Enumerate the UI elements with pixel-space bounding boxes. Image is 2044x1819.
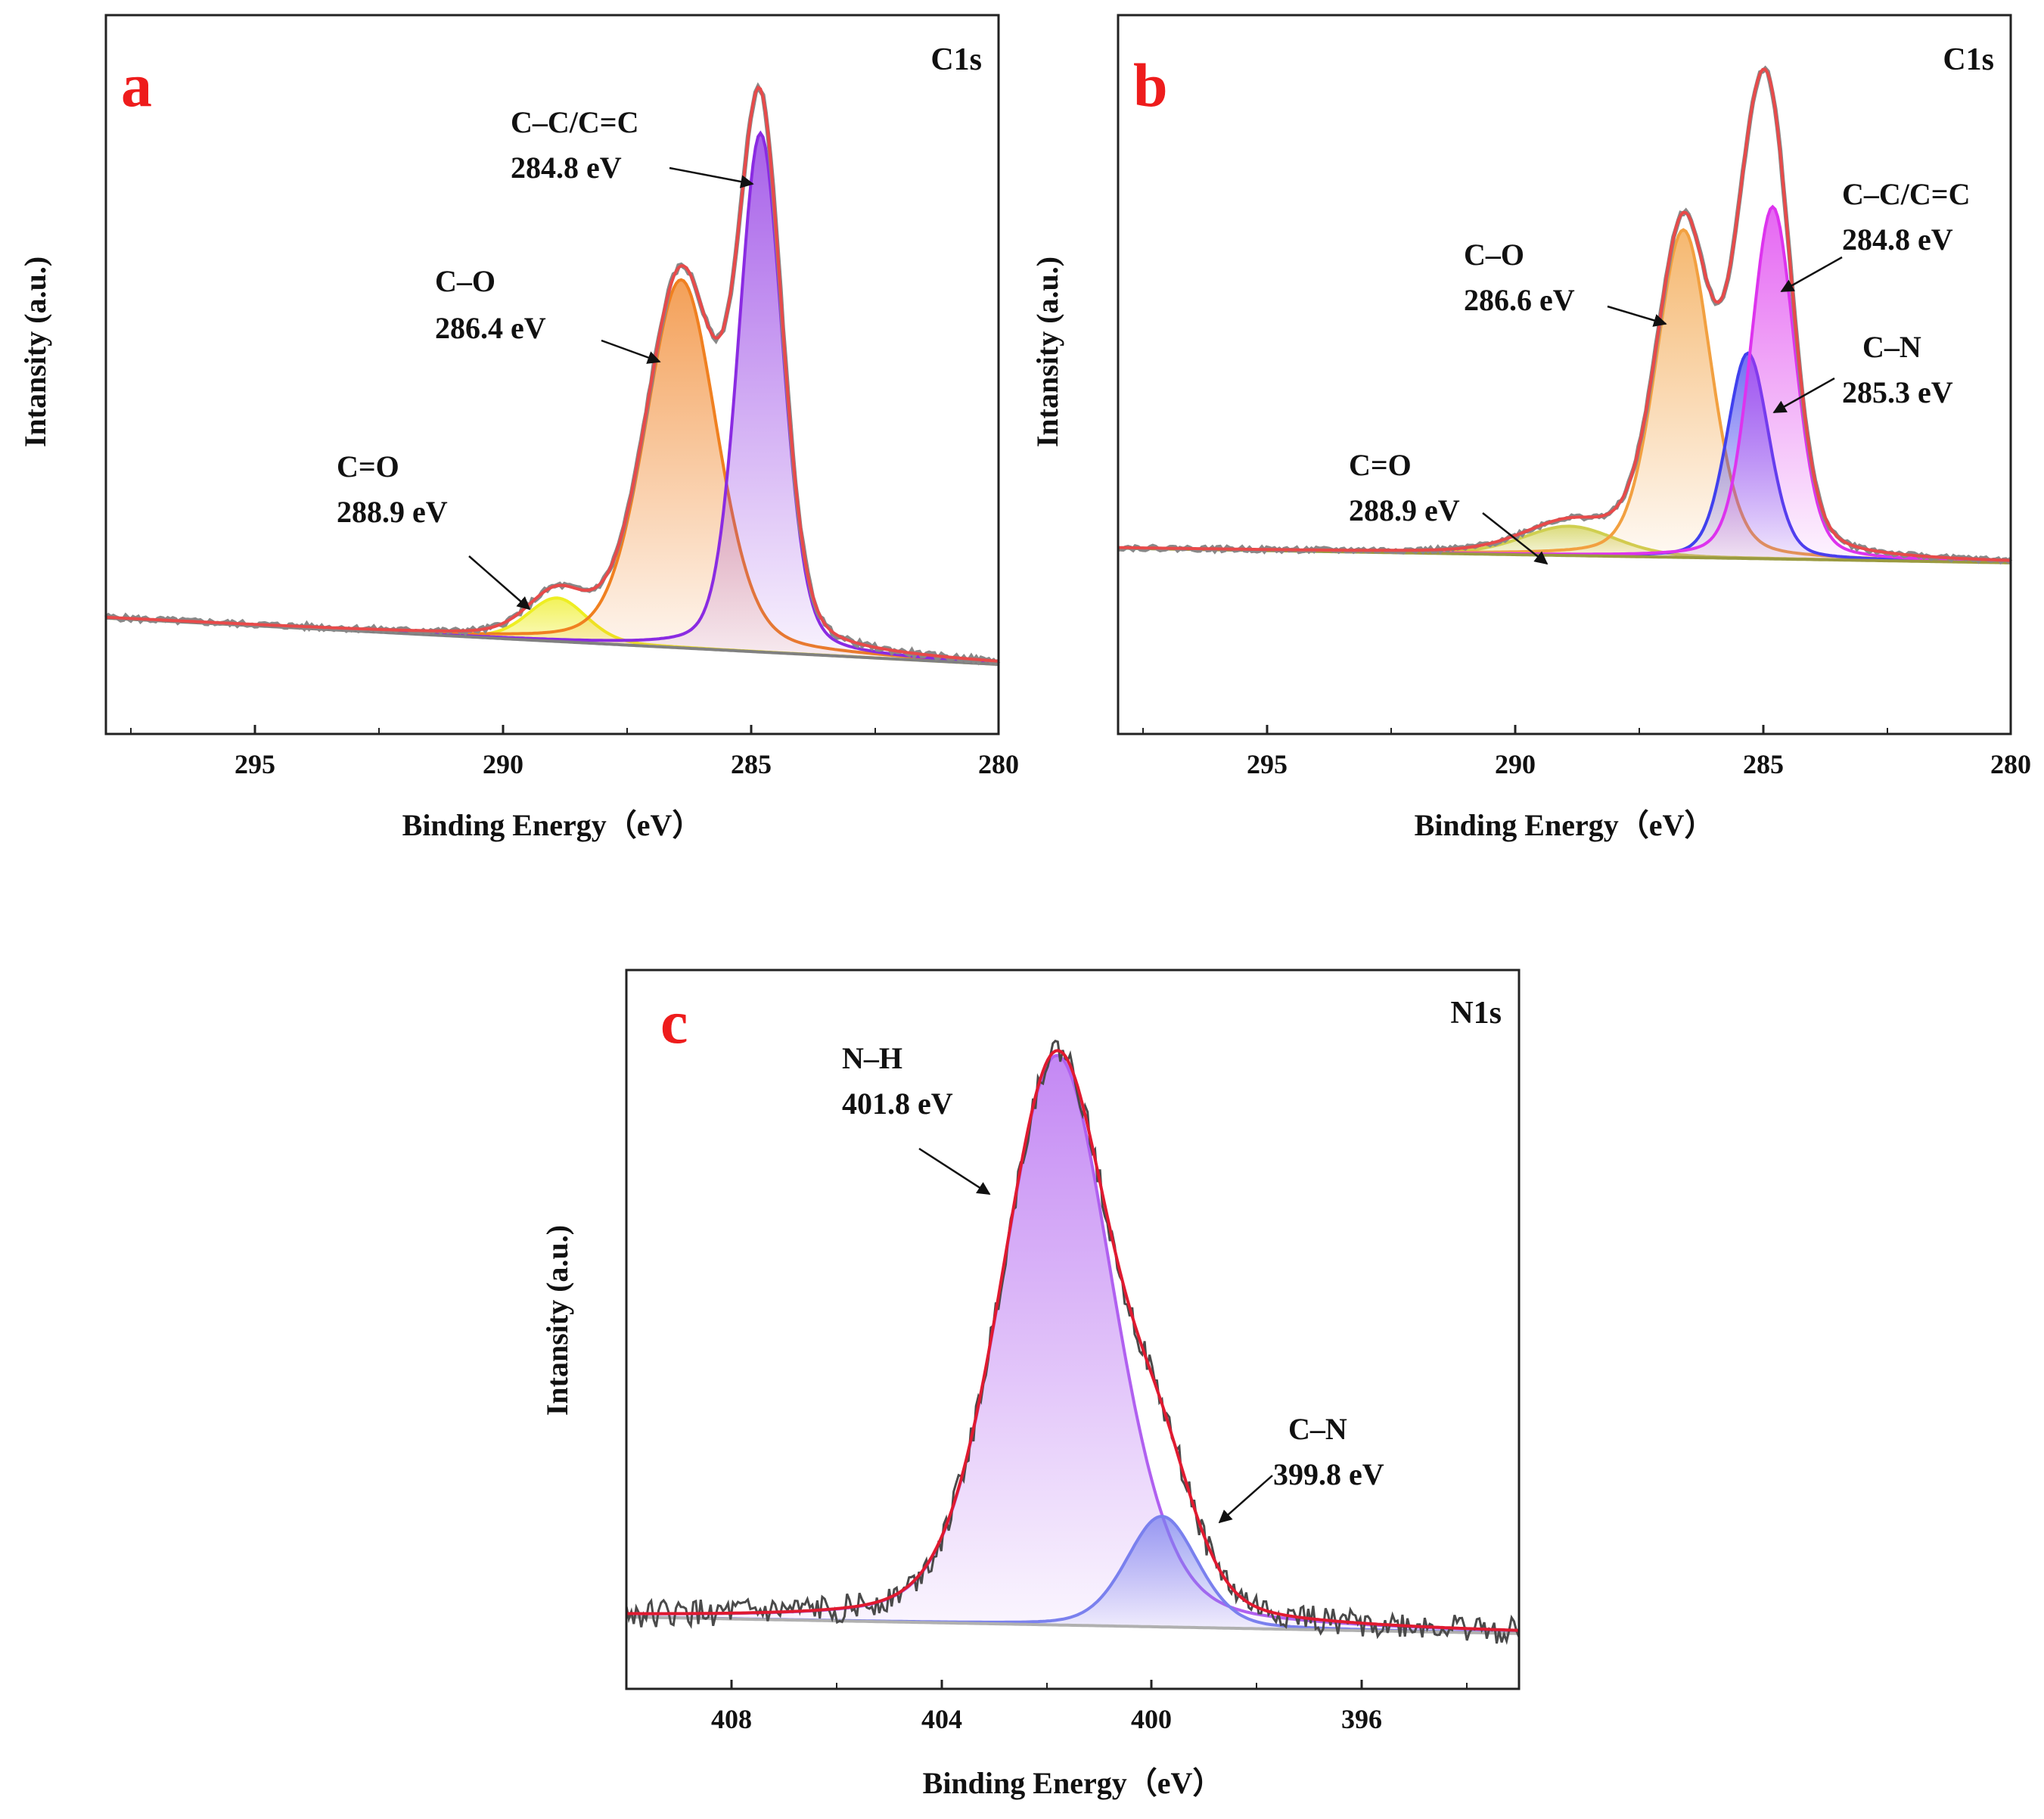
component-fill-N–H bbox=[626, 1056, 1519, 1634]
annotation-arrow bbox=[918, 1147, 991, 1196]
annotation-energy: 401.8 eV bbox=[842, 1087, 953, 1121]
annotation-arrow bbox=[468, 555, 531, 611]
component-fill-C–C/C=C bbox=[106, 133, 999, 665]
y-axis-label: Intansity (a.u.) bbox=[540, 1225, 574, 1416]
annotation-name: C–O bbox=[1464, 238, 1524, 272]
component-line-C–C/C=C bbox=[105, 130, 999, 664]
annotation-name: C–O bbox=[435, 264, 495, 298]
background-line bbox=[626, 1615, 1519, 1635]
annotation-name: C–C/C=C bbox=[511, 105, 638, 139]
x-axis-label: Binding Energy（eV） bbox=[923, 1766, 1223, 1800]
annotation-energy: 284.8 eV bbox=[1842, 222, 1953, 257]
annotation-arrow bbox=[601, 339, 661, 364]
annotation-n-h: N–H 401.8 eV bbox=[842, 1041, 991, 1196]
annotation-arrow bbox=[1607, 305, 1667, 327]
annotation-c-o-single: C–O 286.6 eV bbox=[1464, 238, 1667, 327]
annotation-arrow bbox=[1780, 256, 1843, 293]
panel-letter: a bbox=[121, 51, 152, 120]
panel-letter: b bbox=[1133, 51, 1168, 120]
raw-spectrum bbox=[625, 1039, 1521, 1645]
annotation-c-o-double: C=O 288.9 eV bbox=[337, 449, 531, 611]
x-tick-label-295: 295 bbox=[1247, 749, 1288, 779]
annotation-arrow bbox=[1772, 377, 1835, 414]
panel-c: 408 404 400 396 Binding Energy（eV） Intan… bbox=[540, 969, 1521, 1800]
annotation-energy: 399.8 eV bbox=[1273, 1457, 1384, 1491]
annotation-energy: 286.6 eV bbox=[1464, 283, 1575, 317]
spectrum-label: C1s bbox=[930, 42, 982, 77]
annotation-c-n: C–N 285.3 eV bbox=[1772, 330, 1953, 414]
annotation-arrow bbox=[1218, 1475, 1273, 1524]
x-tick-label-396: 396 bbox=[1341, 1704, 1382, 1734]
component-fill-C–C/C=C bbox=[1118, 207, 2011, 563]
x-tick-label-404: 404 bbox=[921, 1704, 962, 1734]
x-tick-label-285: 285 bbox=[1743, 749, 1784, 779]
annotation-name: C–N bbox=[1862, 330, 1921, 364]
annotation-c-c: C–C/C=C 284.8 eV bbox=[1780, 177, 1970, 293]
spectrum-label: C1s bbox=[1943, 42, 1994, 77]
panel-letter: c bbox=[660, 987, 688, 1056]
annotation-name: C=O bbox=[337, 449, 399, 484]
x-tick-label-280: 280 bbox=[978, 749, 1019, 779]
fit-envelope bbox=[1117, 67, 2011, 562]
x-tick-label-285: 285 bbox=[731, 749, 772, 779]
panel-c-x-ticks bbox=[730, 1680, 1468, 1689]
annotation-c-o-single: C–O 286.4 eV bbox=[435, 264, 661, 364]
annotation-energy: 284.8 eV bbox=[511, 151, 622, 185]
panel-b: 295 290 285 280 Binding Energy（eV） Intan… bbox=[1030, 14, 2031, 842]
annotation-energy: 288.9 eV bbox=[337, 495, 448, 529]
annotation-name: N–H bbox=[842, 1041, 902, 1075]
panel-a-x-ticks bbox=[130, 725, 1000, 734]
panel-b-frame bbox=[1117, 14, 2012, 735]
annotation-name: C=O bbox=[1349, 448, 1412, 482]
y-axis-label: Intansity (a.u.) bbox=[1030, 257, 1064, 447]
spectrum-label: N1s bbox=[1450, 996, 1502, 1031]
panel-c-frame bbox=[625, 969, 1521, 1690]
annotation-name: C–C/C=C bbox=[1842, 177, 1970, 211]
annotation-energy: 285.3 eV bbox=[1842, 375, 1953, 409]
annotation-name: C–N bbox=[1288, 1412, 1347, 1446]
y-axis-label: Intansity (a.u.) bbox=[18, 257, 52, 447]
x-tick-label-408: 408 bbox=[711, 1704, 752, 1734]
fit-envelope bbox=[105, 85, 999, 663]
x-tick-label-290: 290 bbox=[483, 749, 523, 779]
panel-a: 295 290 285 280 Binding Energy（eV） Intan… bbox=[18, 14, 1019, 842]
x-axis-label: Binding Energy（eV） bbox=[1415, 808, 1715, 842]
fit-envelope bbox=[626, 1049, 1520, 1632]
annotation-energy: 286.4 eV bbox=[435, 311, 546, 345]
annotation-arrow bbox=[1482, 512, 1549, 565]
panel-a-spectrum bbox=[104, 82, 1001, 667]
annotation-c-n: C–N 399.8 eV bbox=[1218, 1412, 1384, 1524]
x-tick-label-400: 400 bbox=[1131, 1704, 1172, 1734]
panel-c-spectrum bbox=[625, 1039, 1521, 1645]
annotation-energy: 288.9 eV bbox=[1349, 493, 1460, 527]
x-tick-label-290: 290 bbox=[1495, 749, 1536, 779]
x-tick-label-295: 295 bbox=[235, 749, 275, 779]
x-axis-label: Binding Energy（eV） bbox=[402, 808, 703, 842]
component-fill-C=O bbox=[1118, 526, 2011, 563]
annotation-c-c: C–C/C=C 284.8 eV bbox=[511, 105, 754, 188]
x-tick-label-280: 280 bbox=[1990, 749, 2031, 779]
panel-b-spectrum bbox=[1117, 65, 2013, 565]
panel-b-x-ticks bbox=[1142, 725, 2012, 734]
annotation-arrow bbox=[669, 166, 754, 188]
panel-a-frame bbox=[104, 14, 1000, 735]
annotation-c-o-double: C=O 288.9 eV bbox=[1349, 448, 1549, 565]
